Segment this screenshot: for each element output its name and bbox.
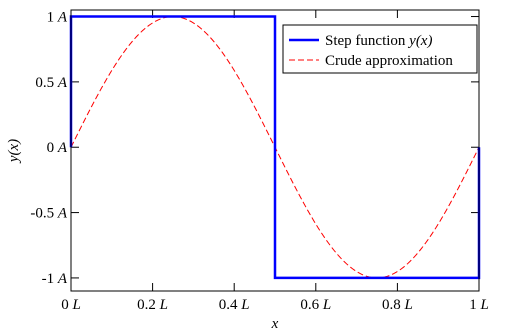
y-tick-label-3: -0.5 A — [30, 206, 68, 222]
y-axis-label: y(x) — [6, 139, 22, 164]
x-tick-label-4: 0.8 L — [382, 297, 413, 313]
x-tick-label-3: 0.6 L — [300, 297, 331, 313]
legend-label-step-italic: y(x) — [407, 33, 432, 49]
x-tick-label-0: 0 L — [61, 297, 81, 313]
legend-box — [282, 24, 478, 74]
y-tick-label-1: 0.5 A — [35, 75, 68, 91]
y-tick-label-2: 0 A — [47, 140, 68, 156]
x-tick-label-2: 0.4 L — [219, 297, 250, 313]
y-tick-label-0: 1 A — [47, 10, 68, 26]
legend-label-approx: Crude approximation — [325, 53, 453, 69]
legend: Step function y(x) Crude approximation — [282, 24, 478, 74]
y-tick-label-4: -1 A — [42, 271, 68, 287]
x-tick-label-1: 0.2 L — [137, 297, 168, 313]
x-tick-label-5: 1 L — [469, 297, 489, 313]
x-axis-label: x — [271, 316, 279, 332]
plot-frame — [70, 9, 480, 292]
legend-label-step: Step function y(x) — [325, 33, 432, 49]
legend-label-step-plain: Step function — [325, 33, 409, 49]
